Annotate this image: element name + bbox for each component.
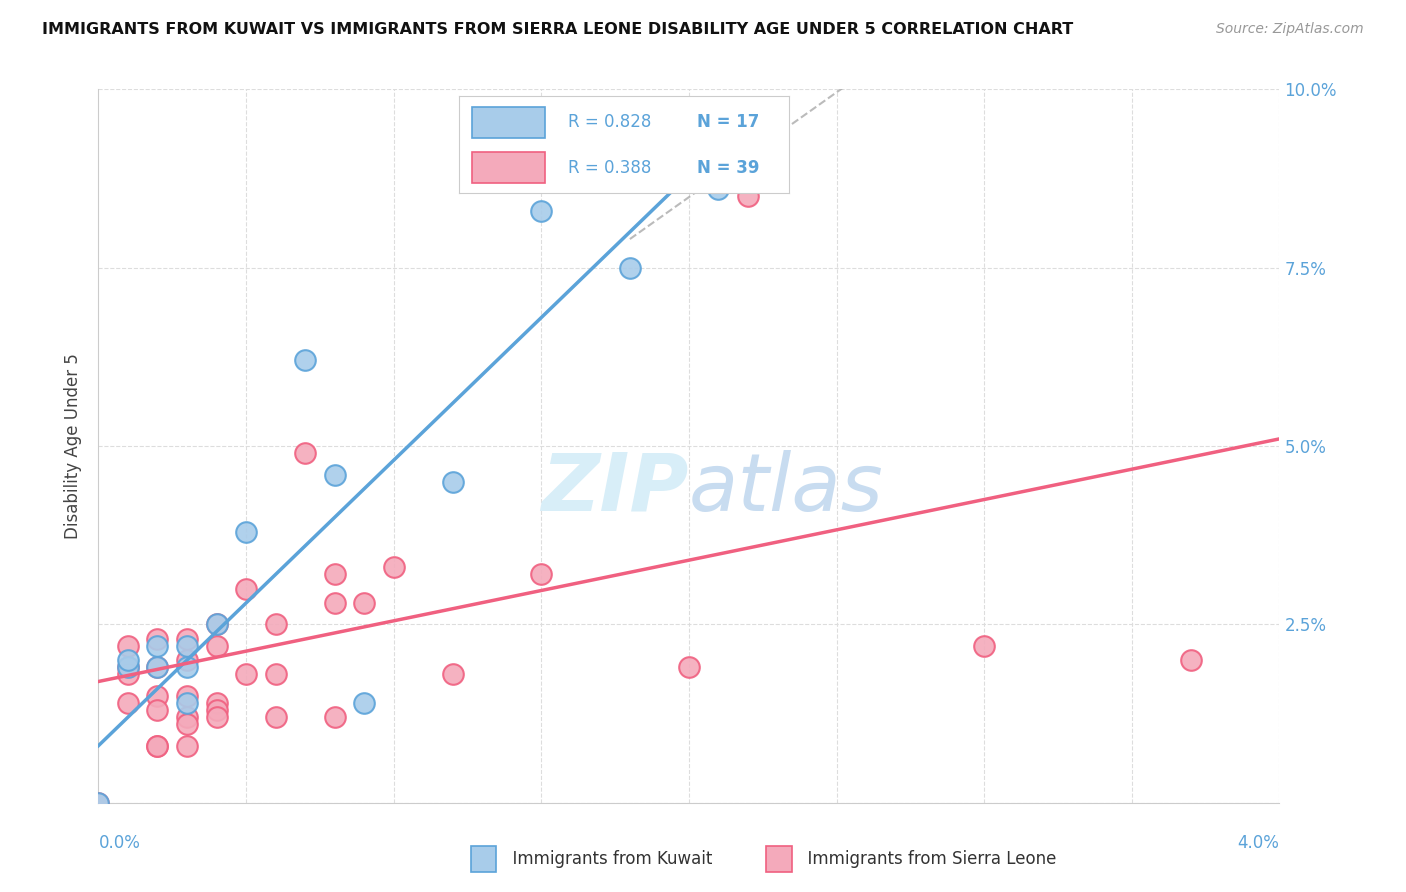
Text: Immigrants from Kuwait: Immigrants from Kuwait — [502, 850, 713, 868]
Point — [176, 639, 198, 653]
Point — [117, 667, 139, 681]
Text: Immigrants from Sierra Leone: Immigrants from Sierra Leone — [797, 850, 1056, 868]
Point — [1180, 653, 1202, 667]
Point — [117, 660, 139, 674]
Point — [264, 667, 287, 681]
Point — [117, 696, 139, 710]
Point — [205, 703, 228, 717]
Point — [146, 639, 169, 653]
Point — [441, 475, 464, 489]
Point — [353, 696, 375, 710]
Y-axis label: Disability Age Under 5: Disability Age Under 5 — [65, 353, 83, 539]
Point — [176, 653, 198, 667]
Point — [678, 660, 700, 674]
Point — [87, 796, 110, 810]
Point — [146, 660, 169, 674]
Point — [323, 710, 346, 724]
Point — [176, 739, 198, 753]
Point — [323, 567, 346, 582]
Point — [146, 739, 169, 753]
Point — [146, 660, 169, 674]
Point — [205, 710, 228, 724]
Point — [530, 567, 553, 582]
Point — [146, 689, 169, 703]
Point — [235, 582, 257, 596]
Point — [323, 467, 346, 482]
Point — [205, 639, 228, 653]
Point — [707, 182, 730, 196]
Text: 0.0%: 0.0% — [98, 834, 141, 852]
Point — [619, 260, 641, 275]
Point — [235, 524, 257, 539]
Point — [737, 189, 759, 203]
Text: ZIP: ZIP — [541, 450, 689, 528]
Point — [205, 617, 228, 632]
Point — [294, 446, 316, 460]
Point — [117, 653, 139, 667]
Point — [973, 639, 995, 653]
Point — [264, 617, 287, 632]
Point — [235, 667, 257, 681]
Point — [530, 203, 553, 218]
Point — [117, 660, 139, 674]
Point — [441, 667, 464, 681]
Point — [382, 560, 405, 574]
Point — [294, 353, 316, 368]
Point — [176, 689, 198, 703]
Text: atlas: atlas — [689, 450, 884, 528]
Point — [176, 717, 198, 731]
Point — [205, 617, 228, 632]
Point — [146, 632, 169, 646]
Text: Source: ZipAtlas.com: Source: ZipAtlas.com — [1216, 22, 1364, 37]
Text: IMMIGRANTS FROM KUWAIT VS IMMIGRANTS FROM SIERRA LEONE DISABILITY AGE UNDER 5 CO: IMMIGRANTS FROM KUWAIT VS IMMIGRANTS FRO… — [42, 22, 1073, 37]
Point — [264, 710, 287, 724]
Point — [323, 596, 346, 610]
Point — [176, 660, 198, 674]
Point — [353, 596, 375, 610]
Point — [117, 639, 139, 653]
Point — [146, 739, 169, 753]
Point — [176, 696, 198, 710]
Point — [146, 703, 169, 717]
Point — [205, 696, 228, 710]
Point — [87, 796, 110, 810]
Point — [176, 710, 198, 724]
Point — [176, 632, 198, 646]
Text: 4.0%: 4.0% — [1237, 834, 1279, 852]
